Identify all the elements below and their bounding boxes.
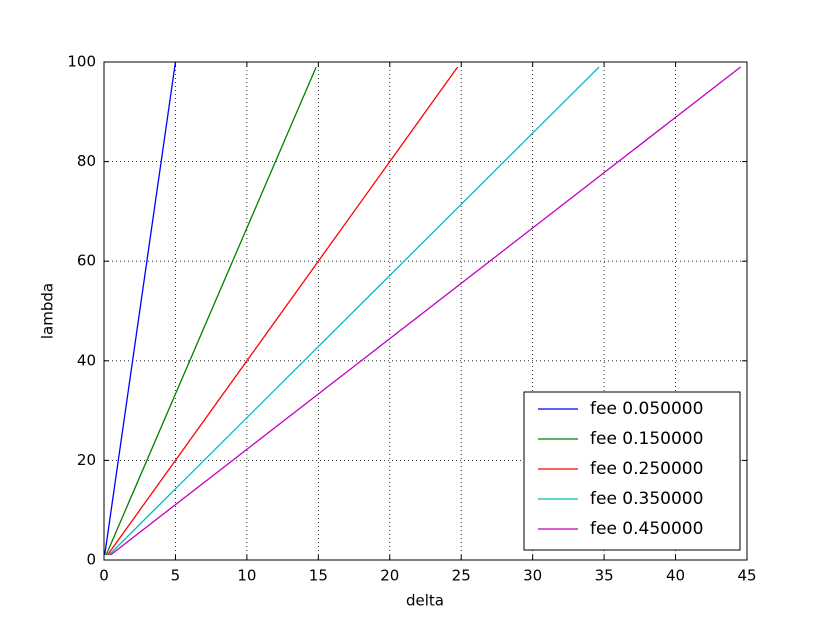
- legend-label: fee 0.150000: [590, 429, 703, 449]
- plot-frame: [103, 61, 748, 561]
- x-tick-label: 45: [737, 567, 756, 585]
- legend-label: fee 0.050000: [590, 399, 703, 419]
- y-tick-label: 20: [77, 451, 96, 469]
- y-tick-label: 100: [67, 53, 96, 71]
- legend-box: [523, 391, 741, 551]
- x-tick-label: 5: [171, 567, 181, 585]
- x-tick-label: 25: [452, 567, 471, 585]
- y-tick-label: 80: [77, 152, 96, 170]
- series-line: [105, 66, 317, 556]
- x-tick-label: 0: [99, 567, 109, 585]
- y-tick-label: 0: [86, 551, 96, 569]
- legend-label: fee 0.350000: [590, 489, 703, 509]
- x-tick-label: 15: [309, 567, 328, 585]
- y-axis-label: lambda: [39, 283, 57, 339]
- y-tick-label: 40: [77, 351, 96, 369]
- x-axis-label: delta: [406, 592, 444, 610]
- x-tick-label: 35: [595, 567, 614, 585]
- series-line: [108, 66, 600, 556]
- series-line: [104, 61, 177, 556]
- x-tick-label: 30: [523, 567, 542, 585]
- x-tick-label: 40: [666, 567, 685, 585]
- series-line: [110, 66, 741, 556]
- x-tick-label: 20: [380, 567, 399, 585]
- legend-label: fee 0.250000: [590, 459, 703, 479]
- y-tick-label: 60: [77, 252, 96, 270]
- series-line: [107, 66, 459, 556]
- x-tick-label: 10: [237, 567, 256, 585]
- legend-label: fee 0.450000: [590, 519, 703, 539]
